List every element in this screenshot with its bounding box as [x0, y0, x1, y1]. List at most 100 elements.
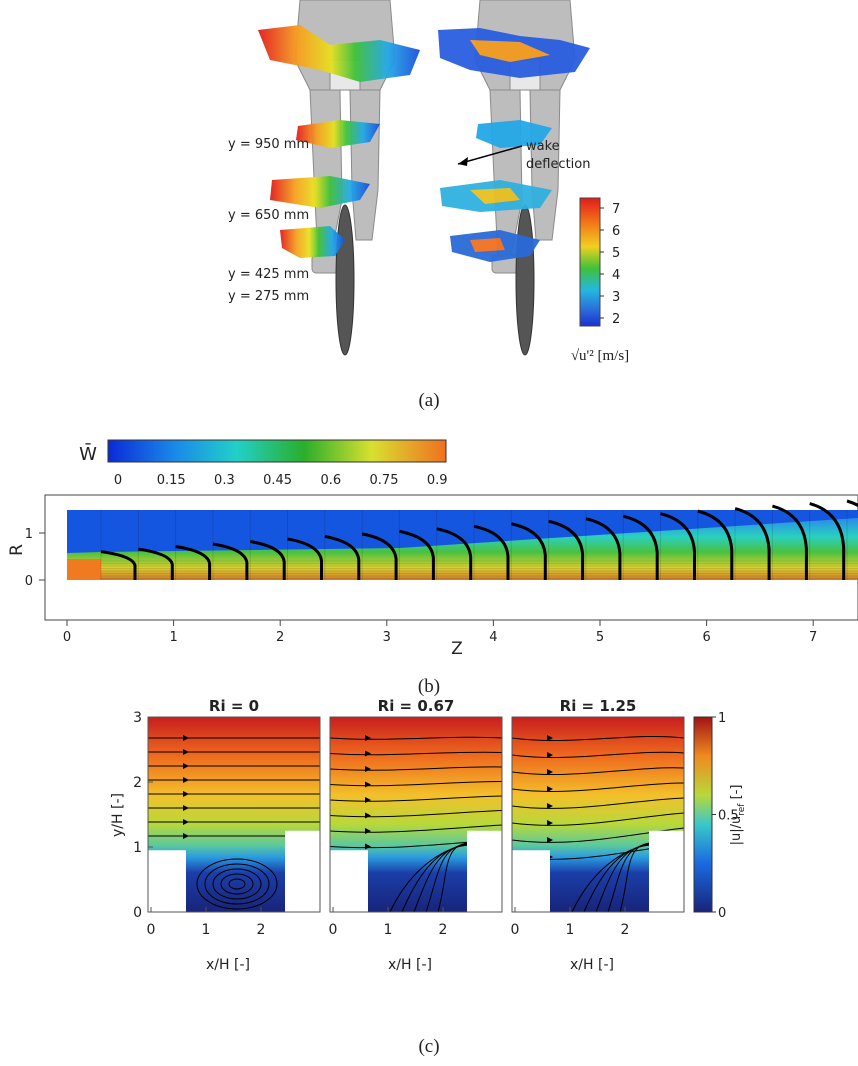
streamline — [511, 812, 685, 826]
step-right — [285, 830, 320, 912]
step-left — [512, 850, 550, 912]
streamline — [329, 824, 503, 833]
y-tick-label: 3 — [133, 710, 142, 726]
x-tick-label: 7 — [809, 630, 817, 645]
subplot: Ri = 0.67 x/H [-] 0 1 2 — [329, 697, 503, 973]
y-tick-label: 1 — [133, 840, 142, 856]
colorbar-tick-label: 0 — [114, 473, 122, 488]
x-tick-label: 1 — [384, 922, 393, 938]
profile-curve — [287, 537, 323, 580]
y-axis-label: R — [7, 544, 27, 556]
colorbar-title: W̄ — [79, 443, 97, 465]
arrow — [183, 791, 189, 797]
vortex — [204, 863, 270, 905]
streamline — [511, 782, 685, 792]
profile-curve — [212, 542, 249, 580]
annotation-arrow — [457, 145, 523, 165]
subplot: Ri = 0 x/H [-] 0 1 2 0 1 2 3 — [133, 697, 321, 973]
x-axis-label: x/H [-] — [570, 957, 614, 973]
wake-label: y = 950 mm — [228, 137, 309, 152]
arrow — [547, 803, 553, 809]
colorbar-tick-label: 0.45 — [263, 473, 292, 488]
streamline — [511, 767, 685, 775]
profile-curve — [548, 519, 585, 580]
x-tick-label: 2 — [439, 922, 448, 938]
vortex — [220, 873, 254, 895]
colorbar-tick-label: 0.6 — [320, 473, 341, 488]
colorbar-tick-label: 0 — [718, 906, 726, 921]
caption: (c) — [418, 1036, 439, 1057]
colorbar-tick-label: 0.3 — [214, 473, 235, 488]
vortex — [212, 868, 262, 900]
x-axis-label: x/H [-] — [388, 957, 432, 973]
caption: (a) — [418, 390, 439, 411]
wake-slices-left — [258, 25, 420, 258]
x-tick-label: 0 — [63, 630, 71, 645]
step-right — [467, 830, 502, 912]
arrow — [183, 833, 189, 839]
step-left — [330, 850, 368, 912]
x-tick-label: 1 — [169, 630, 177, 645]
streamline — [413, 844, 476, 913]
arrow — [547, 752, 553, 758]
y-tick-label: 0 — [133, 905, 142, 921]
x-tick-label: 2 — [621, 922, 630, 938]
profile-curve — [399, 529, 435, 580]
profile-curve — [175, 545, 212, 580]
streamline — [511, 751, 685, 759]
arrow — [183, 763, 189, 769]
arrow — [547, 837, 553, 843]
wake-label: y = 425 mm — [228, 267, 309, 282]
arrow — [365, 735, 371, 741]
step-left — [148, 850, 186, 912]
colorbar — [579, 197, 601, 327]
x-tick-label: 1 — [566, 922, 575, 938]
profile-curve — [510, 522, 547, 580]
profile-curve — [138, 547, 174, 580]
subplot-title: Ri = 0 — [209, 697, 259, 715]
profile-curve — [249, 540, 286, 580]
arrow — [183, 777, 189, 783]
shear-layer — [67, 518, 858, 580]
x-tick-label: 0 — [147, 922, 156, 938]
colorbar-tick-label: 5 — [612, 246, 620, 261]
x-axis-label: x/H [-] — [206, 957, 250, 973]
vortex — [228, 878, 246, 890]
streamline — [329, 810, 503, 818]
subplot-title: Ri = 1.25 — [560, 697, 637, 715]
arrow — [547, 786, 553, 792]
arrow — [365, 812, 371, 819]
streamline — [511, 797, 685, 809]
plot-frame — [147, 716, 321, 913]
streamline — [329, 751, 503, 756]
x-tick-label: 2 — [276, 630, 284, 645]
profile-curve — [660, 512, 696, 580]
arrow — [547, 735, 553, 741]
streamline — [329, 736, 503, 740]
x-tick-label: 2 — [257, 922, 266, 938]
profile-curve — [697, 509, 734, 580]
colorbar-tick-label: 6 — [612, 224, 620, 239]
colorbar-tick-label: 4 — [612, 268, 620, 283]
profile-curve — [361, 532, 398, 580]
colorbar-label-main: |u|/u — [729, 816, 744, 846]
profile-curve — [585, 517, 622, 580]
colorbar-tick-label: 0.9 — [427, 473, 448, 488]
inlet-core — [67, 559, 101, 580]
streamline — [329, 795, 503, 802]
arrow — [365, 750, 371, 757]
x-tick-label: 4 — [489, 630, 497, 645]
arrow — [547, 769, 553, 775]
profile-curve — [100, 550, 137, 580]
y-tick-label: 2 — [133, 775, 142, 791]
panel-a: wake deflection √u'² [m/s] (a) — [258, 0, 629, 411]
panel-b: W̄ Z R (b) — [7, 439, 858, 697]
plot-frame — [511, 716, 685, 913]
streamline — [595, 844, 658, 913]
streamline — [329, 766, 503, 771]
y-tick-label: 1 — [25, 527, 33, 542]
